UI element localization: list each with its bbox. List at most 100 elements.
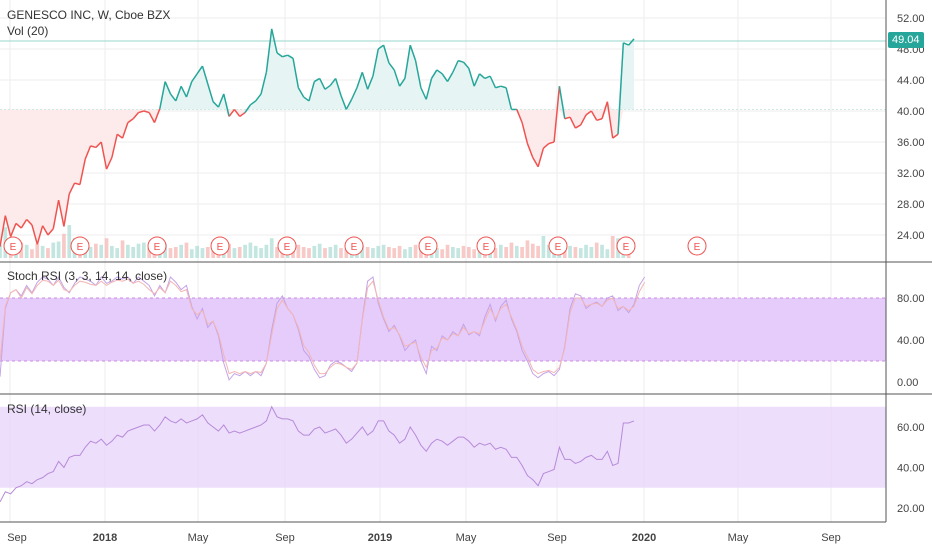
- volume-bar: [509, 242, 514, 258]
- volume-bar: [296, 244, 301, 258]
- volume-bar: [520, 247, 524, 258]
- volume-bar: [461, 245, 466, 258]
- volume-bar: [248, 242, 253, 258]
- volume-bar: [200, 248, 205, 258]
- price-line-segment: [484, 75, 491, 80]
- volume-bar: [104, 238, 109, 258]
- volume-bar: [30, 249, 34, 258]
- earnings-marker: [616, 236, 636, 256]
- price-line-segment: [239, 111, 246, 118]
- volume-bar: [477, 248, 482, 258]
- rsi-axis-tick-label: 60.00: [897, 422, 925, 434]
- price-line-segment: [393, 69, 401, 87]
- earnings-marker: [476, 236, 496, 256]
- price-line-segment: [361, 72, 369, 90]
- price-line-segment: [217, 93, 225, 108]
- volume-bar: [568, 245, 572, 258]
- volume-bar: [195, 245, 199, 258]
- price-line-segment: [36, 225, 44, 245]
- price-line-segment: [313, 77, 321, 83]
- stoch-rsi-k-line: [0, 275, 646, 381]
- earnings-marker: [277, 236, 297, 256]
- time-axis-tick-label: Sep: [547, 532, 567, 544]
- time-axis-tick-label: May: [188, 532, 209, 544]
- time-axis-tick-label: Sep: [275, 532, 295, 544]
- volume-bar: [472, 249, 477, 258]
- price-line-segment: [260, 72, 268, 95]
- price-line-segment: [148, 112, 156, 123]
- price-line-segment: [270, 28, 278, 54]
- price-line-segment: [382, 44, 390, 64]
- price-line-segment: [116, 133, 123, 139]
- earnings-marker-label: E: [623, 242, 630, 253]
- earnings-marker: [210, 236, 230, 256]
- price-line-segment: [233, 108, 241, 117]
- volume-bar: [184, 242, 189, 258]
- price-line-segment: [196, 65, 204, 75]
- volume-bar: [94, 243, 98, 258]
- volume-bar: [131, 247, 136, 258]
- earnings-marker: [687, 236, 707, 256]
- price-line-segment: [255, 93, 262, 102]
- price-line-segment: [377, 44, 385, 50]
- price-axis-tick-label: 24.00: [897, 230, 925, 242]
- volume-bar: [589, 247, 594, 258]
- price-line-segment: [191, 73, 198, 82]
- price-line-segment: [41, 225, 49, 236]
- volume-bar: [24, 244, 29, 258]
- price-line-segment: [468, 68, 475, 87]
- volume-bar: [99, 244, 104, 258]
- volume-bar: [328, 247, 333, 258]
- price-line-segment: [628, 38, 635, 46]
- volume-bar: [189, 249, 194, 258]
- volume-bar: [232, 248, 237, 258]
- volume-bar: [173, 247, 178, 258]
- price-line-segment: [473, 73, 481, 87]
- price-axis-tick-label: 28.00: [897, 199, 925, 211]
- price-line-segment: [601, 101, 609, 119]
- volume-bar: [301, 247, 306, 258]
- price-line-segment: [495, 85, 502, 89]
- price-line-segment: [489, 75, 497, 89]
- price-line-segment: [223, 93, 230, 117]
- price-line-segment: [105, 157, 113, 170]
- volume-bar: [237, 247, 242, 258]
- volume-bar: [179, 244, 183, 258]
- volume-bar: [147, 248, 152, 258]
- volume-bar: [584, 244, 588, 258]
- time-axis-tick-label: 2019: [368, 532, 392, 544]
- earnings-marker-label: E: [483, 242, 490, 253]
- volume-bar: [35, 243, 40, 258]
- volume-bar: [168, 248, 173, 258]
- price-line-segment: [47, 228, 54, 236]
- price-line-segment: [575, 124, 582, 129]
- price-line-segment: [345, 99, 353, 110]
- volume-bar: [530, 243, 535, 258]
- volume-bar: [264, 244, 269, 258]
- volume-bar: [333, 244, 338, 258]
- time-axis-tick-label: May: [456, 532, 477, 544]
- price-line-segment: [537, 147, 545, 168]
- price-line-segment: [569, 116, 577, 129]
- price-line-segment: [90, 145, 97, 149]
- earnings-marker: [548, 236, 568, 256]
- volume-bar: [360, 244, 365, 258]
- volume-bar: [88, 247, 93, 258]
- price-line-segment: [100, 141, 108, 170]
- volume-bar: [504, 247, 508, 258]
- stoch-rsi-axis-tick-label: 0.00: [897, 377, 918, 389]
- price-line-segment: [180, 85, 188, 98]
- price-line-segment: [143, 110, 150, 114]
- volume-bar: [546, 244, 551, 258]
- price-line-segment: [228, 108, 236, 117]
- price-line-segment: [340, 95, 348, 110]
- volume-bar: [275, 247, 279, 258]
- earnings-marker-label: E: [351, 242, 358, 253]
- volume-bar: [120, 240, 125, 258]
- rsi-band: [0, 406, 886, 488]
- time-axis-tick-label: May: [728, 532, 749, 544]
- price-line-segment: [303, 96, 310, 102]
- volume-bar: [498, 244, 503, 258]
